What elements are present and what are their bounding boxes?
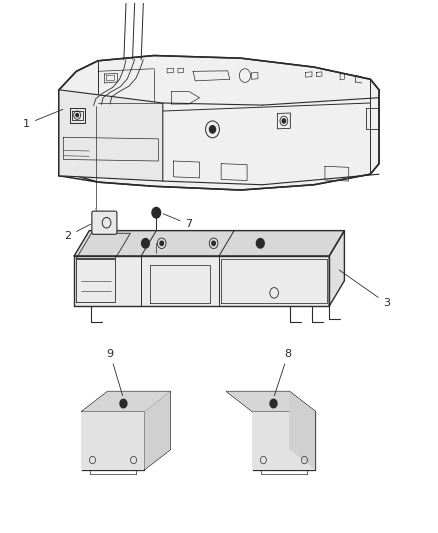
Text: 7: 7 [163, 214, 192, 229]
Polygon shape [59, 90, 163, 181]
Circle shape [256, 239, 264, 248]
Polygon shape [145, 392, 170, 470]
Polygon shape [226, 392, 315, 411]
Polygon shape [74, 256, 329, 306]
Circle shape [270, 399, 277, 408]
Circle shape [141, 239, 149, 248]
Text: 2: 2 [64, 224, 91, 241]
FancyBboxPatch shape [92, 211, 117, 235]
Polygon shape [253, 411, 315, 470]
Circle shape [120, 399, 127, 408]
Polygon shape [289, 392, 315, 470]
Polygon shape [74, 231, 344, 256]
Polygon shape [329, 231, 344, 306]
Polygon shape [82, 392, 170, 411]
Circle shape [76, 114, 78, 117]
Circle shape [282, 119, 286, 123]
Circle shape [160, 241, 163, 245]
Circle shape [152, 207, 161, 218]
Circle shape [209, 126, 215, 133]
Text: 9: 9 [106, 349, 123, 395]
Text: 3: 3 [339, 270, 390, 309]
Polygon shape [82, 411, 145, 470]
Circle shape [212, 241, 215, 245]
Text: 1: 1 [23, 109, 63, 129]
Text: 8: 8 [274, 349, 292, 395]
Polygon shape [59, 55, 379, 190]
